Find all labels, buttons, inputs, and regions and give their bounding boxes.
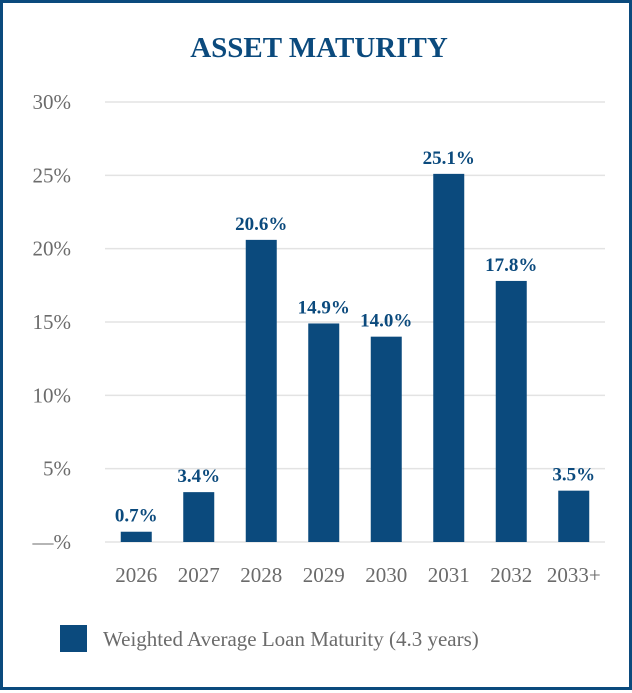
bar-2031 bbox=[433, 173, 465, 542]
y-tick-label: 30% bbox=[33, 90, 72, 114]
bars bbox=[120, 173, 590, 542]
bar-2032 bbox=[495, 280, 527, 542]
x-tick-label: 2028 bbox=[240, 563, 282, 587]
y-tick-label: 20% bbox=[33, 237, 72, 261]
y-tick-label: 10% bbox=[33, 383, 72, 407]
data-label: 25.1% bbox=[423, 148, 475, 169]
data-label: 0.7% bbox=[115, 506, 158, 527]
bar-2026 bbox=[120, 531, 152, 542]
data-label: 14.9% bbox=[298, 297, 350, 318]
x-tick-label: 2030 bbox=[365, 563, 407, 587]
y-tick-label: 5% bbox=[43, 457, 71, 481]
y-tick-label: 15% bbox=[33, 310, 72, 334]
x-tick-label: 2033+ bbox=[547, 563, 601, 587]
x-axis: 2026 2027 2028 2029 2030 2031 2032 2033+ bbox=[115, 563, 600, 587]
legend-swatch bbox=[60, 625, 87, 652]
data-label: 3.4% bbox=[177, 466, 220, 487]
legend-label: Weighted Average Loan Maturity (4.3 year… bbox=[103, 627, 479, 651]
y-tick-label: 25% bbox=[33, 163, 72, 187]
data-label: 3.5% bbox=[552, 465, 595, 486]
data-label: 14.0% bbox=[360, 311, 412, 332]
bar-2029 bbox=[308, 323, 340, 542]
x-tick-label: 2031 bbox=[428, 563, 470, 587]
bar-2033+ bbox=[558, 490, 590, 542]
data-label: 20.6% bbox=[235, 214, 287, 235]
x-tick-label: 2029 bbox=[303, 563, 345, 587]
bar-2030 bbox=[370, 336, 402, 542]
legend: Weighted Average Loan Maturity (4.3 year… bbox=[60, 625, 479, 652]
y-tick-label: —% bbox=[32, 530, 72, 554]
chart-title: ASSET MATURITY bbox=[190, 32, 448, 64]
asset-maturity-chart: ASSET MATURITY —% 5% 10% 15% 20% 25% 30% 0.7% 3… bbox=[32, 32, 605, 652]
data-label: 17.8% bbox=[485, 255, 537, 276]
y-axis: —% 5% 10% 15% 20% 25% 30% bbox=[32, 90, 72, 554]
bar-2028 bbox=[245, 239, 277, 542]
x-tick-label: 2026 bbox=[115, 563, 157, 587]
bar-2027 bbox=[183, 492, 215, 542]
x-tick-label: 2027 bbox=[178, 563, 220, 587]
x-tick-label: 2032 bbox=[490, 563, 532, 587]
data-labels: 0.7% 3.4% 20.6% 14.9% 14.0% 25.1% 17.8% 3.5% bbox=[115, 148, 595, 527]
gridlines bbox=[105, 101, 605, 543]
